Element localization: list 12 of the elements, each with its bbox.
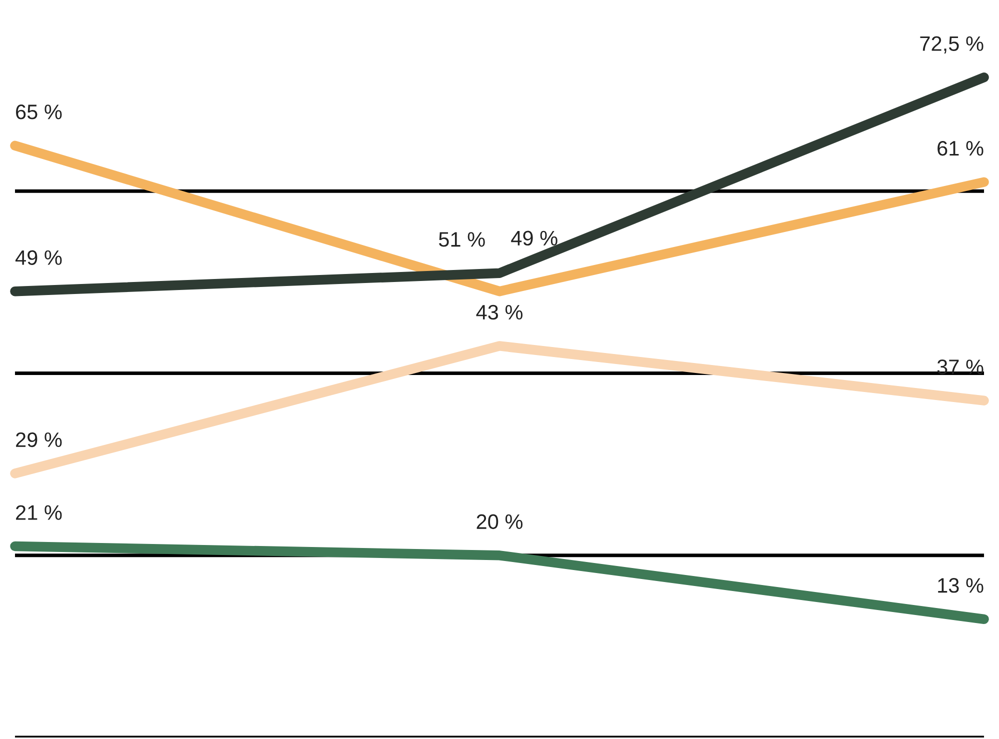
data-label: 21 % (16, 505, 62, 520)
data-label: 51 % (438, 232, 485, 247)
data-label: 49 % (511, 230, 558, 246)
data-label: 49 % (15, 250, 62, 265)
data-label: 37 % (937, 360, 984, 374)
data-label: 61 % (938, 140, 984, 156)
data-label: 29 % (16, 432, 62, 448)
data-label: 72,5 % (920, 36, 984, 54)
data-label: 43 % (476, 304, 523, 320)
data-label: 13 % (938, 578, 984, 593)
data-label: 20 % (476, 514, 523, 530)
data-label: 65 % (16, 104, 62, 120)
